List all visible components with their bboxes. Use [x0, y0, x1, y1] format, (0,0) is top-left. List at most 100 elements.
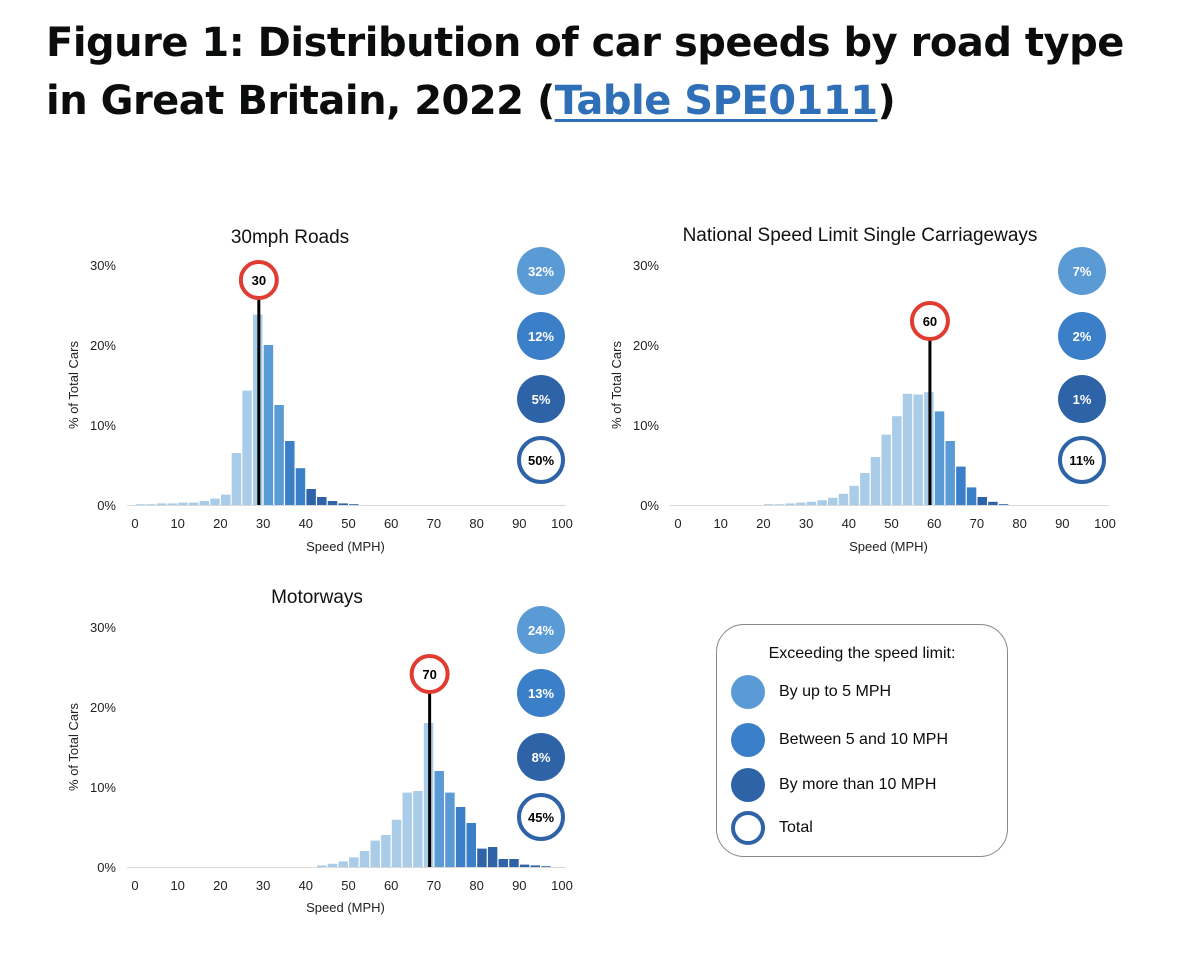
chart-1-bar — [349, 504, 359, 505]
figure-title: Figure 1: Distribution of car speeds by … — [46, 14, 1146, 130]
chart-2-bar — [817, 500, 827, 505]
chart-1-x-label: Speed (MPH) — [306, 539, 385, 554]
chart-3-bar — [327, 863, 338, 867]
figure-title-prefix: Figure 1: Distribution of car speeds by … — [46, 20, 1124, 124]
table-link[interactable]: Table SPE0111 — [554, 78, 878, 124]
chart-2-exceed-total-value: 11% — [1069, 453, 1095, 468]
chart-3-bar — [391, 819, 402, 867]
chart-1-x-tick: 60 — [384, 516, 398, 531]
chart-3-x-tick: 80 — [469, 878, 483, 893]
chart-3-y-tick: 20% — [90, 700, 116, 715]
chart-3-speed-limit-ring — [409, 654, 450, 694]
chart-2-bar — [966, 487, 977, 505]
chart-2-x-tick: 60 — [927, 516, 941, 531]
chart-1-exceed-up-to-5-circle — [517, 247, 565, 295]
chart-3-exceed-up-to-5-circle — [517, 606, 565, 654]
legend-label-5-to-10: Between 5 and 10 MPH — [779, 731, 948, 748]
chart-3-x-tick: 70 — [427, 878, 441, 893]
chart-2-bar — [913, 394, 923, 505]
chart-1-bar — [242, 390, 252, 505]
chart-2-y-tick: 30% — [633, 258, 659, 273]
chart-2-x-tick: 50 — [884, 516, 898, 531]
chart-3-exceed-over-10-circle — [517, 733, 565, 781]
chart-3-bar — [338, 861, 348, 867]
chart-2-bar — [892, 416, 902, 505]
chart-3-x-tick: 60 — [384, 878, 398, 893]
chart-3-bar — [487, 847, 498, 867]
legend-item-5-to-10: Between 5 and 10 MPH — [731, 720, 948, 760]
chart-3-y-tick: 30% — [90, 620, 116, 635]
legend-swatch-over-10 — [731, 768, 765, 802]
chart-1-exceed-total-value: 50% — [528, 453, 554, 468]
chart-1-x-tick: 100 — [551, 516, 573, 531]
chart-3-bar — [381, 835, 391, 867]
chart-3-bar — [370, 840, 380, 867]
chart-3-exceed-total-value: 45% — [528, 810, 554, 825]
chart-1-bar — [188, 502, 199, 505]
chart-2-bar — [774, 504, 785, 505]
legend-swatch-total — [731, 811, 765, 845]
chart-2-bar — [849, 485, 859, 505]
chart-1-x-tick: 20 — [213, 516, 227, 531]
legend-swatch-up-to-5 — [731, 675, 765, 709]
chart-1-x-tick: 50 — [341, 516, 355, 531]
chart-1-bar — [210, 498, 220, 505]
chart-2-y-label: % of Total Cars — [609, 341, 624, 429]
chart-2-bar — [934, 411, 945, 505]
chart-3-bar — [541, 866, 551, 867]
chart-3-x-tick: 10 — [170, 878, 184, 893]
chart-2-speed-limit-value: 60 — [923, 314, 937, 329]
chart-2-bar — [902, 393, 913, 505]
chart-2-bar — [828, 497, 838, 505]
chart-3-bar — [445, 792, 455, 867]
chart-1-bar — [146, 504, 156, 505]
chart-3-bar — [455, 807, 466, 867]
chart-3-y-label: % of Total Cars — [66, 703, 81, 791]
chart-1-bar — [338, 503, 348, 505]
chart-3-bar — [530, 865, 541, 867]
chart-3-bar — [466, 823, 476, 867]
chart-2-bar — [796, 502, 806, 505]
chart-3-x-tick: 50 — [341, 878, 355, 893]
chart-1-x-tick: 90 — [512, 516, 526, 531]
chart-2-exceed-between-5-10-value: 2% — [1073, 329, 1092, 344]
legend-label-total: Total — [779, 819, 813, 836]
chart-2-exceed-up-to-5-circle — [1058, 247, 1106, 295]
legend-label-up-to-5: By up to 5 MPH — [779, 683, 892, 700]
chart-2-exceed-up-to-5-value: 7% — [1073, 264, 1092, 279]
chart-1-exceed-over-10-value: 5% — [532, 392, 551, 407]
chart-2-exceed-total-ring — [1058, 436, 1106, 484]
chart-2-x-tick: 90 — [1055, 516, 1069, 531]
chart-2-bar — [806, 501, 817, 505]
chart-2-x-tick: 70 — [970, 516, 984, 531]
chart-1-y-tick: 20% — [90, 338, 116, 353]
chart-3-x-tick: 100 — [551, 878, 573, 893]
chart-1-y-tick: 10% — [90, 418, 116, 433]
chart-2-bar — [764, 504, 774, 505]
chart-3-x-tick: 20 — [213, 878, 227, 893]
chart-2-x-tick: 0 — [674, 516, 681, 531]
chart-2-bar — [860, 473, 870, 505]
chart-3-x-tick: 90 — [512, 878, 526, 893]
legend-item-up-to-5: By up to 5 MPH — [731, 672, 891, 712]
chart-1-bar — [306, 489, 316, 505]
chart-3-bar — [519, 864, 530, 867]
chart-3-x-tick: 40 — [299, 878, 313, 893]
chart-1-speed-limit-ring — [238, 260, 279, 300]
chart-1-bar — [263, 345, 274, 505]
figure-title-suffix: ) — [877, 78, 896, 124]
legend: Exceeding the speed limit: By up to 5 MP… — [716, 624, 1008, 857]
chart-1-bar — [327, 501, 338, 505]
chart-2-exceed-between-5-10-circle — [1058, 312, 1106, 360]
chart-1-y-tick: 30% — [90, 258, 116, 273]
chart-2-bar — [988, 501, 998, 505]
chart-2-bar — [977, 497, 987, 505]
chart-3-bar — [509, 859, 519, 867]
chart-3-bar — [349, 857, 359, 867]
chart-1-x-tick: 0 — [131, 516, 138, 531]
chart-1-x-tick: 30 — [256, 516, 270, 531]
chart-1-x-tick: 10 — [170, 516, 184, 531]
chart-1-bar — [167, 503, 178, 505]
chart-1-bar — [231, 453, 242, 505]
